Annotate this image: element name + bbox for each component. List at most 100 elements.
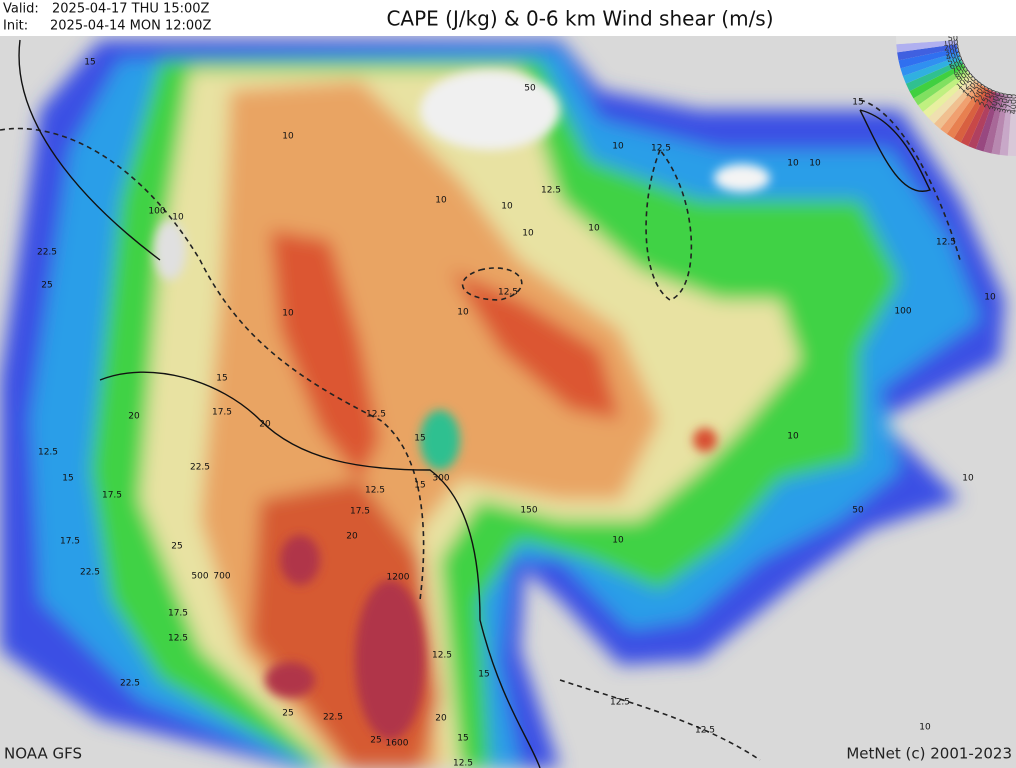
scale-wedge xyxy=(940,82,982,135)
valid-time: 2025-04-17 THU 15:00Z xyxy=(52,2,210,17)
contour-label: 25 xyxy=(282,709,293,719)
contour-label: 15 xyxy=(478,670,489,680)
scale-wedge xyxy=(896,40,957,53)
contour-label: 20 xyxy=(128,412,140,422)
contour-label: 22.5 xyxy=(37,248,57,258)
contour-label: 15 xyxy=(852,98,863,108)
contour-label: 10 xyxy=(787,432,799,442)
contour-label: 10 xyxy=(282,132,294,142)
contour-label: 17.5 xyxy=(60,537,80,547)
contour-label: 12.5 xyxy=(366,410,386,420)
map-title: CAPE (J/kg) & 0-6 km Wind shear (m/s) xyxy=(386,7,773,31)
contour-label: 12.5 xyxy=(432,651,452,661)
contour-label: 20 xyxy=(259,420,271,430)
contour-label: 22.5 xyxy=(190,463,210,473)
contour-label: 12.5 xyxy=(651,144,671,154)
scale-wedge xyxy=(928,76,976,124)
contour-label: 150 xyxy=(520,506,537,516)
scale-label: 50 xyxy=(948,33,958,42)
contour-label: 10 xyxy=(809,159,821,169)
scale-label: 100 xyxy=(943,37,959,48)
contour-label: 17.5 xyxy=(168,609,188,619)
contour-label: 12.5 xyxy=(498,288,518,298)
contour-label: 10 xyxy=(612,142,624,152)
header-bar xyxy=(0,0,1016,36)
scale-wedge xyxy=(909,63,965,99)
contour-label: 22.5 xyxy=(120,679,140,689)
contour-label: 22.5 xyxy=(323,713,343,723)
contour-label: 10 xyxy=(172,213,184,223)
scale-wedge xyxy=(975,92,1000,152)
contour-label: 15 xyxy=(84,58,95,68)
cape-maxima xyxy=(154,70,770,740)
scale-wedge xyxy=(960,89,993,147)
contour-label: 20 xyxy=(346,532,358,542)
contour-label: 17.5 xyxy=(102,491,122,501)
shear-solid xyxy=(18,39,931,768)
contour-label: 1600 xyxy=(386,739,409,749)
scale-label: 200 xyxy=(943,41,960,52)
scale-wedge xyxy=(946,85,985,139)
contour-label: 25 xyxy=(41,281,52,291)
contour-label: 100 xyxy=(894,307,911,317)
scale-wedge xyxy=(983,93,1004,154)
scale-wedge xyxy=(917,70,970,112)
contour-label: 10 xyxy=(919,723,931,733)
contour-label: 500 xyxy=(191,572,208,582)
contour-label: 12.5 xyxy=(695,726,715,736)
contour-label: 12.5 xyxy=(453,759,473,768)
contour-label: 700 xyxy=(213,572,230,582)
scale-wedge xyxy=(896,36,957,45)
init-label: Init: xyxy=(3,19,28,34)
scale-wedge xyxy=(991,94,1008,155)
contour-label: 12.5 xyxy=(541,186,561,196)
contour-label: 10 xyxy=(612,536,624,546)
contour-label: 10 xyxy=(588,224,600,234)
contour-label: 15 xyxy=(216,374,227,384)
valid-label: Valid: xyxy=(3,2,39,17)
color-scale: 4000375035003250300027502500225020001750… xyxy=(896,33,1016,156)
contour-label: 1200 xyxy=(387,573,410,583)
scale-label: 3750 xyxy=(1004,93,1015,114)
scale-wedge xyxy=(913,67,967,106)
contour-label: 300 xyxy=(432,474,449,484)
scale-wedge xyxy=(898,48,959,69)
scale-label: 4000 xyxy=(1009,94,1016,115)
contour-labels: 15 10 10 100 10 10 12.5 10 12.5 10 10 10 10 15 12.5 10 1… xyxy=(37,58,996,768)
contour-label: 10 xyxy=(962,474,974,484)
shear-contours xyxy=(0,99,961,761)
scale-wedge xyxy=(999,95,1012,156)
contour-label: 10 xyxy=(501,202,513,212)
contour-label: 50 xyxy=(524,84,536,94)
contour-label: 10 xyxy=(787,159,799,169)
contour-label: 15 xyxy=(414,434,425,444)
contour-label: 12.5 xyxy=(38,448,58,458)
contour-label: 22.5 xyxy=(80,568,100,578)
contour-label: 100 xyxy=(148,207,165,217)
contour-label: 10 xyxy=(522,229,534,239)
contour-label: 10 xyxy=(457,308,469,318)
contour-label: 15 xyxy=(62,474,73,484)
contour-label: 50 xyxy=(852,506,864,516)
source-label: NOAA GFS xyxy=(4,745,82,763)
contour-label: 12.5 xyxy=(610,698,630,708)
contour-label: 25 xyxy=(370,736,381,746)
scale-wedge xyxy=(905,59,963,92)
contour-label: 10 xyxy=(435,196,447,206)
scale-wedge xyxy=(897,44,958,61)
scale-wedge xyxy=(902,56,961,84)
scale-wedge xyxy=(1007,95,1016,156)
contour-label: 10 xyxy=(282,309,294,319)
init-time: 2025-04-14 MON 12:00Z xyxy=(50,19,211,34)
scale-wedge xyxy=(953,87,989,143)
scale-wedge xyxy=(922,73,973,118)
contour-label: 10 xyxy=(984,293,996,303)
contour-label: 12.5 xyxy=(365,486,385,496)
contour-label: 12.5 xyxy=(168,634,188,644)
contour-label: 17.5 xyxy=(350,507,370,517)
scale-wedge xyxy=(968,91,996,150)
contour-label: 17.5 xyxy=(212,408,232,418)
contour-label: 25 xyxy=(171,542,182,552)
contour-label: 20 xyxy=(435,714,447,724)
